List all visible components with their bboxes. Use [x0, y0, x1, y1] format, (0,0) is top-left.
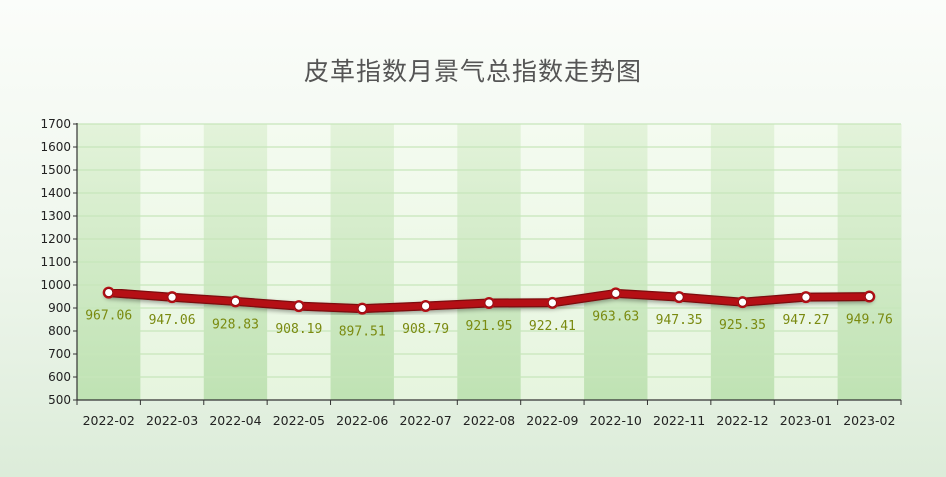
data-label: 908.79 [402, 322, 449, 337]
y-tick-label: 600 [48, 370, 71, 384]
data-point [674, 292, 684, 302]
x-tick-label: 2022-08 [463, 413, 515, 428]
data-point [801, 292, 811, 302]
y-tick-label: 700 [48, 347, 71, 361]
data-point [864, 292, 874, 301]
y-tick-label: 500 [48, 393, 71, 407]
y-tick-label: 800 [48, 324, 71, 338]
y-tick-label: 1400 [40, 186, 71, 200]
x-tick-label: 2022-02 [83, 413, 135, 428]
data-label: 947.27 [782, 313, 829, 328]
data-point [231, 296, 240, 306]
data-label: 947.35 [656, 313, 703, 328]
data-point [357, 304, 367, 313]
data-point [104, 288, 114, 297]
data-label: 963.63 [592, 309, 639, 324]
data-point [484, 298, 494, 308]
x-tick-label: 2023-01 [780, 413, 832, 428]
data-point [547, 298, 557, 308]
data-label: 897.51 [339, 325, 386, 340]
y-tick-label: 1100 [40, 255, 71, 269]
data-point [611, 288, 621, 298]
y-tick-label: 900 [48, 301, 71, 315]
data-label: 925.35 [719, 318, 766, 333]
data-label: 947.06 [149, 313, 196, 328]
data-point [167, 292, 177, 302]
x-tick-label: 2022-07 [399, 413, 451, 428]
data-label: 921.95 [466, 319, 513, 334]
y-tick-label: 1600 [40, 140, 71, 154]
y-tick-label: 1000 [40, 278, 71, 292]
x-tick-label: 2022-05 [273, 413, 325, 428]
y-tick-label: 1700 [40, 117, 71, 131]
chart-title: 皮革指数月景气总指数走势图 [303, 57, 642, 86]
data-label: 908.19 [275, 322, 322, 337]
data-point [421, 301, 431, 311]
x-tick-label: 2022-09 [526, 413, 578, 428]
x-tick-label: 2022-10 [590, 413, 642, 428]
data-label: 967.06 [85, 309, 132, 324]
y-tick-label: 1200 [40, 232, 71, 246]
x-tick-label: 2022-06 [336, 413, 388, 428]
x-tick-label: 2023-02 [843, 413, 895, 428]
data-point [738, 297, 747, 307]
x-tick-label: 2022-11 [653, 413, 705, 428]
y-tick-label: 1500 [40, 163, 71, 177]
y-tick-label: 1300 [40, 209, 71, 223]
x-tick-label: 2022-12 [716, 413, 768, 428]
data-label: 928.83 [212, 317, 259, 332]
data-label: 922.41 [529, 319, 576, 334]
data-point [294, 301, 304, 311]
data-label: 949.76 [846, 313, 893, 328]
x-tick-label: 2022-04 [209, 413, 261, 428]
x-tick-label: 2022-03 [146, 413, 198, 428]
